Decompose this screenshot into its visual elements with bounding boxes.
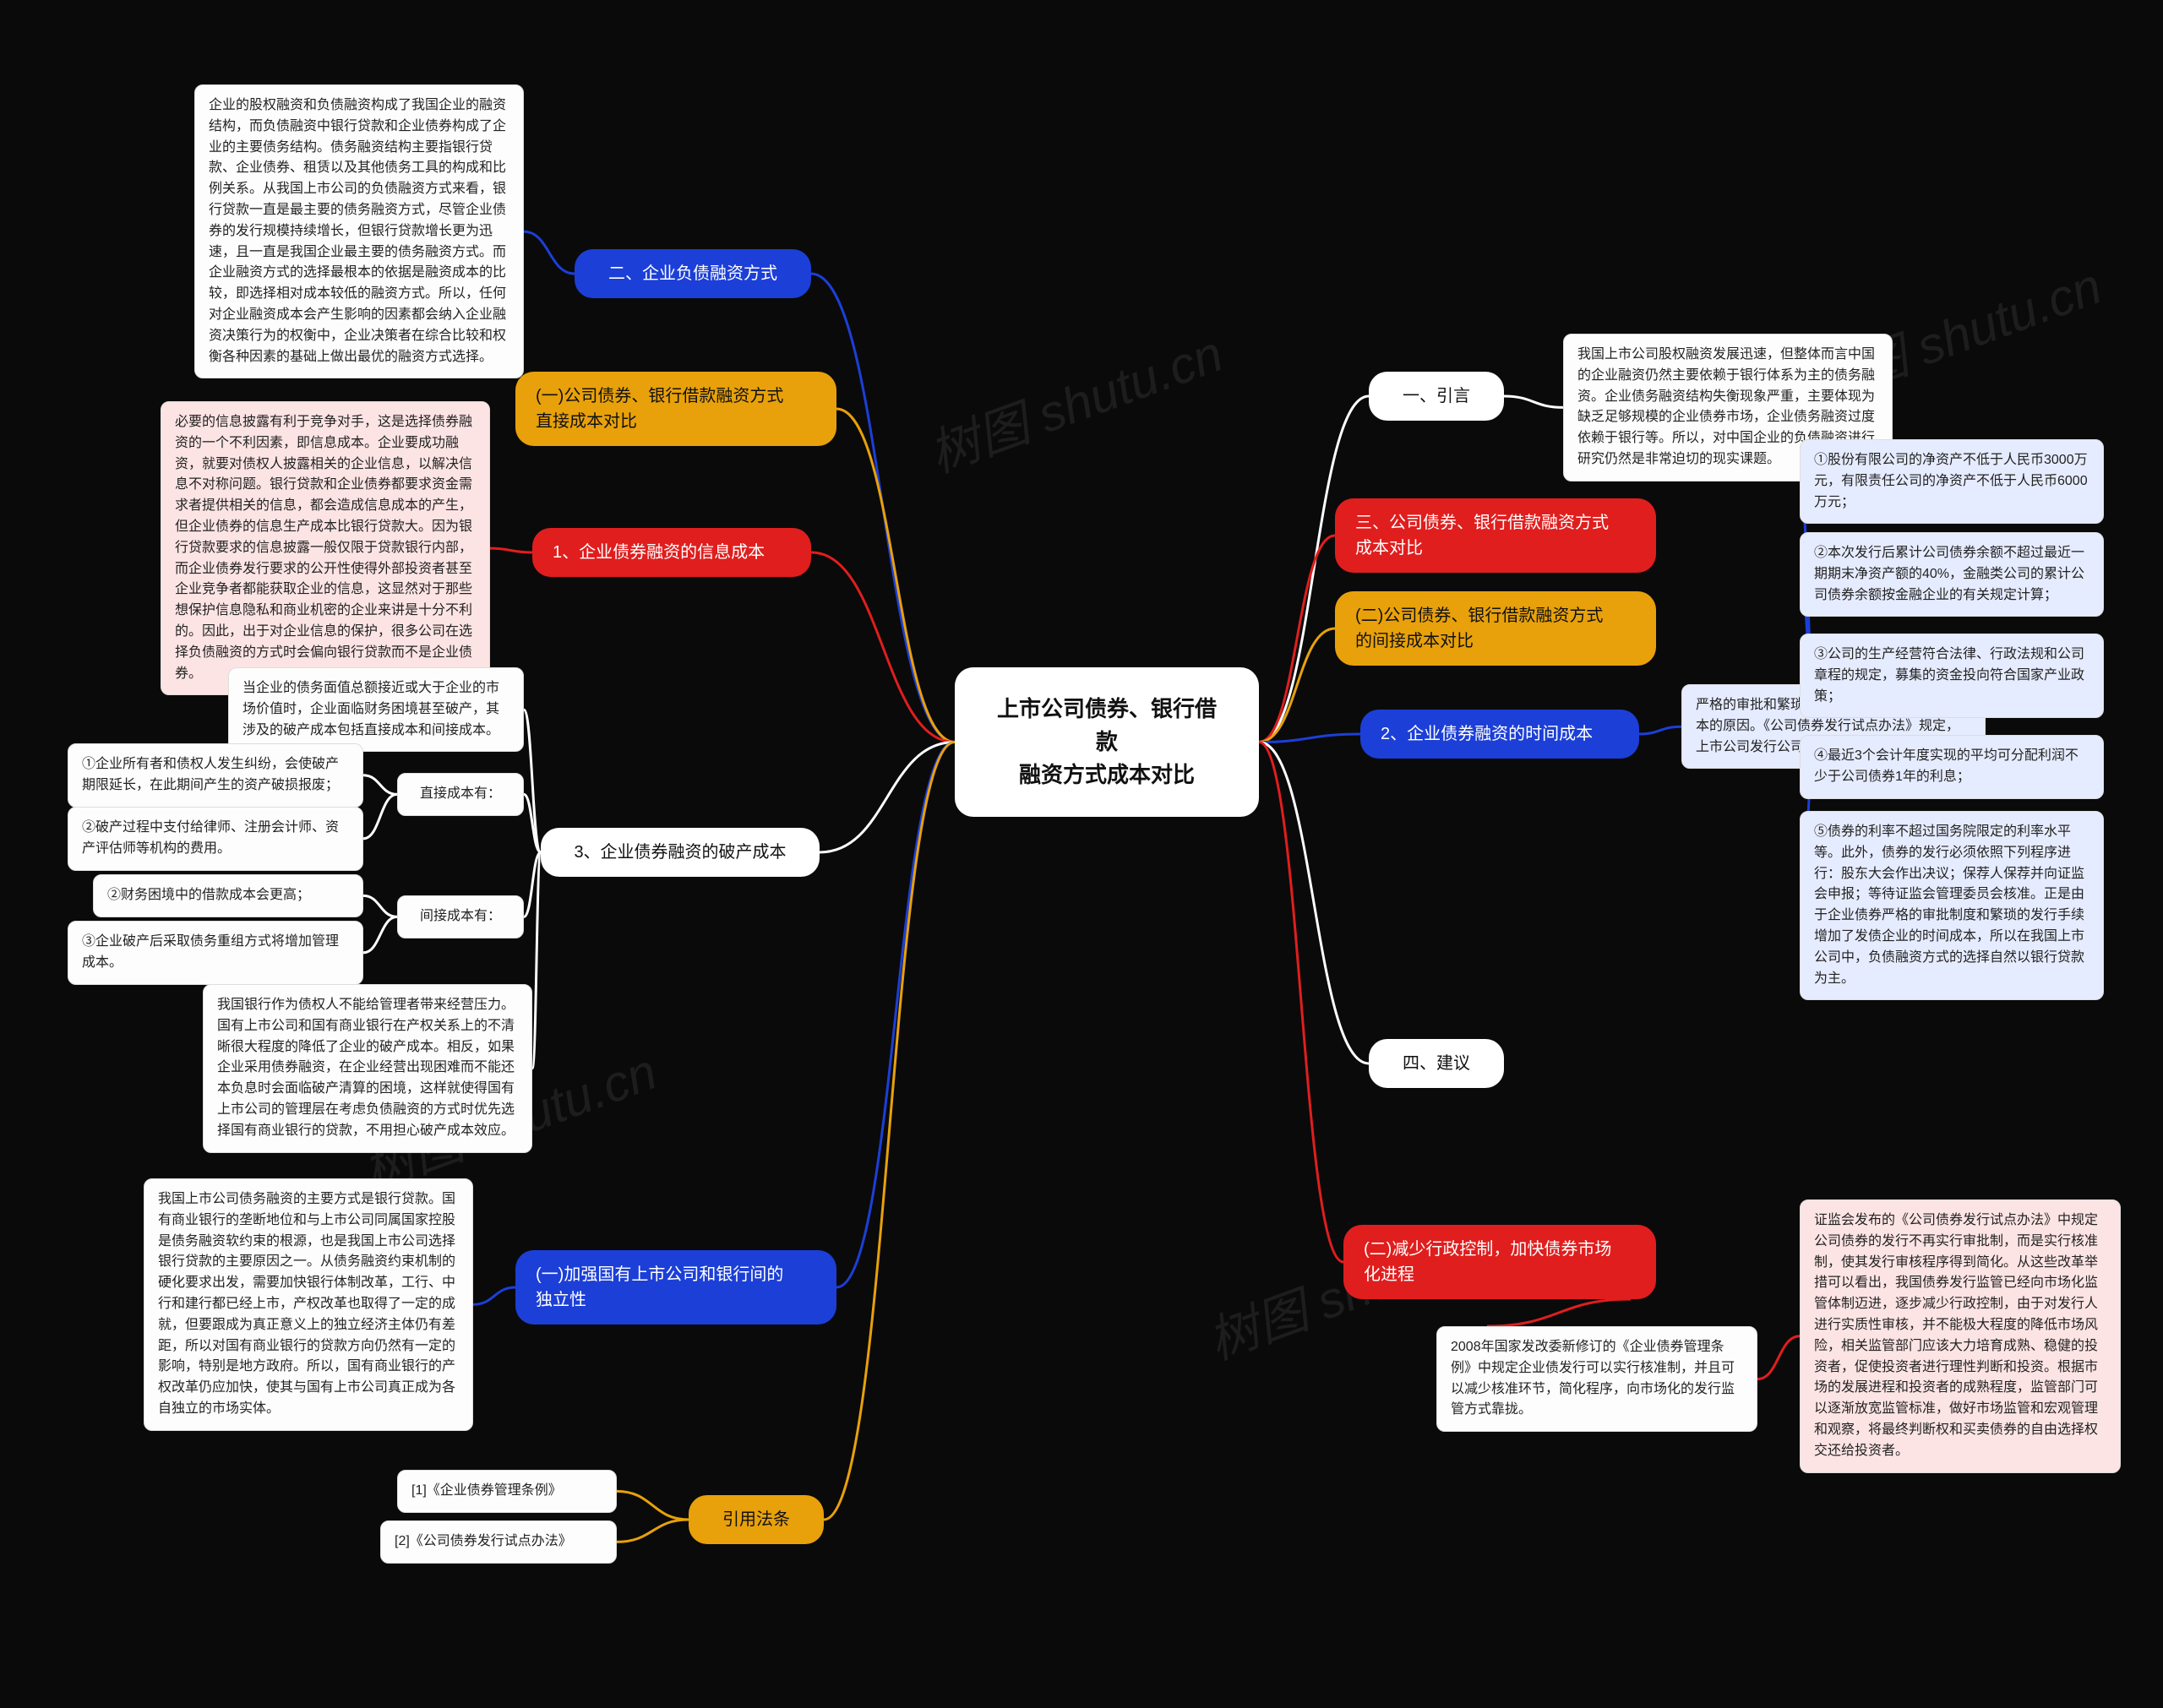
leaf-indirect-1: ②财务困境中的借款成本会更高； — [93, 874, 363, 917]
branch-suggestion[interactable]: 四、建议 — [1369, 1039, 1504, 1088]
leaf-time-cost-4: ④最近3个会计年度实现的平均可分配利润不少于公司债券1年的利息； — [1800, 735, 2104, 799]
watermark: 树图 shutu.cn — [918, 313, 1231, 487]
leaf-time-cost-5: ⑤债券的利率不超过国务院限定的利率水平等。此外，债券的发行必须依照下列程序进行：… — [1800, 811, 2104, 1000]
leaf-ref-2: [2]《公司债券发行试点办法》 — [380, 1520, 617, 1564]
branch-3-2[interactable]: (二)公司债券、银行借款融资方式 的间接成本对比 — [1335, 591, 1656, 666]
label-indirect-cost: 间接成本有： — [397, 895, 524, 938]
branch-3-1[interactable]: (一)公司债券、银行借款融资方式 直接成本对比 — [515, 372, 836, 446]
leaf-indirect-2: ③企业破产后采取债务重组方式将增加管理成本。 — [68, 921, 363, 985]
leaf-bankruptcy-tail: 我国银行作为债权人不能给管理者带来经营压力。国有上市公司和国有商业银行在产权关系… — [203, 984, 532, 1153]
leaf-4-1: 我国上市公司债务融资的主要方式是银行贷款。国有商业银行的垄断地位和与上市公司同属… — [144, 1178, 473, 1431]
label-direct-cost: 直接成本有： — [397, 773, 524, 816]
branch-section-3[interactable]: 三、公司债券、银行借款融资方式 成本对比 — [1335, 498, 1656, 573]
branch-time-cost[interactable]: 2、企业债券融资的时间成本 — [1360, 710, 1639, 759]
leaf-direct-2: ②破产过程中支付给律师、注册会计师、资产评估师等机构的费用。 — [68, 807, 363, 871]
branch-info-cost[interactable]: 1、企业债券融资的信息成本 — [532, 528, 811, 577]
branch-4-2[interactable]: (二)减少行政控制，加快债券市场 化进程 — [1343, 1225, 1656, 1299]
leaf-time-cost-2: ②本次发行后累计公司债券余额不超过最近一期期末净资产额的40%，金融类公司的累计… — [1800, 532, 2104, 617]
leaf-bankruptcy-intro: 当企业的债务面值总额接近或大于企业的市场价值时，企业面临财务困境甚至破产，其涉及… — [228, 667, 524, 752]
leaf-4-2-mid: 2008年国家发改委新修订的《企业债券管理条例》中规定企业债发行可以实行核准制，… — [1436, 1326, 1757, 1432]
branch-bankruptcy-cost[interactable]: 3、企业债券融资的破产成本 — [541, 828, 820, 877]
mindmap-canvas: 树图 shutu.cn 树图 shutu.cn 树图 shutu.cn 树图 s… — [0, 0, 2163, 1708]
leaf-section-2: 企业的股权融资和负债融资构成了我国企业的融资结构，而负债融资中银行贷款和企业债券… — [194, 84, 524, 378]
center-node[interactable]: 上市公司债券、银行借款 融资方式成本对比 — [955, 667, 1259, 817]
leaf-direct-1: ①企业所有者和债权人发生纠纷，会使破产期限延长，在此期间产生的资产破损报废； — [68, 743, 363, 808]
branch-references[interactable]: 引用法条 — [689, 1495, 824, 1544]
branch-section-2[interactable]: 二、企业负债融资方式 — [575, 249, 811, 298]
leaf-info-cost: 必要的信息披露有利于竞争对手，这是选择债券融资的一个不利因素，即信息成本。企业要… — [161, 401, 490, 695]
leaf-ref-1: [1]《企业债券管理条例》 — [397, 1470, 617, 1513]
leaf-time-cost-3: ③公司的生产经营符合法律、行政法规和公司章程的规定，募集的资金投向符合国家产业政… — [1800, 634, 2104, 718]
leaf-4-2: 证监会发布的《公司债券发行试点办法》中规定公司债券的发行不再实行审批制，而是实行… — [1800, 1199, 2121, 1473]
branch-4-1[interactable]: (一)加强国有上市公司和银行间的 独立性 — [515, 1250, 836, 1325]
branch-intro[interactable]: 一、引言 — [1369, 372, 1504, 421]
leaf-time-cost-1: ①股份有限公司的净资产不低于人民币3000万元，有限责任公司的净资产不低于人民币… — [1800, 439, 2104, 524]
